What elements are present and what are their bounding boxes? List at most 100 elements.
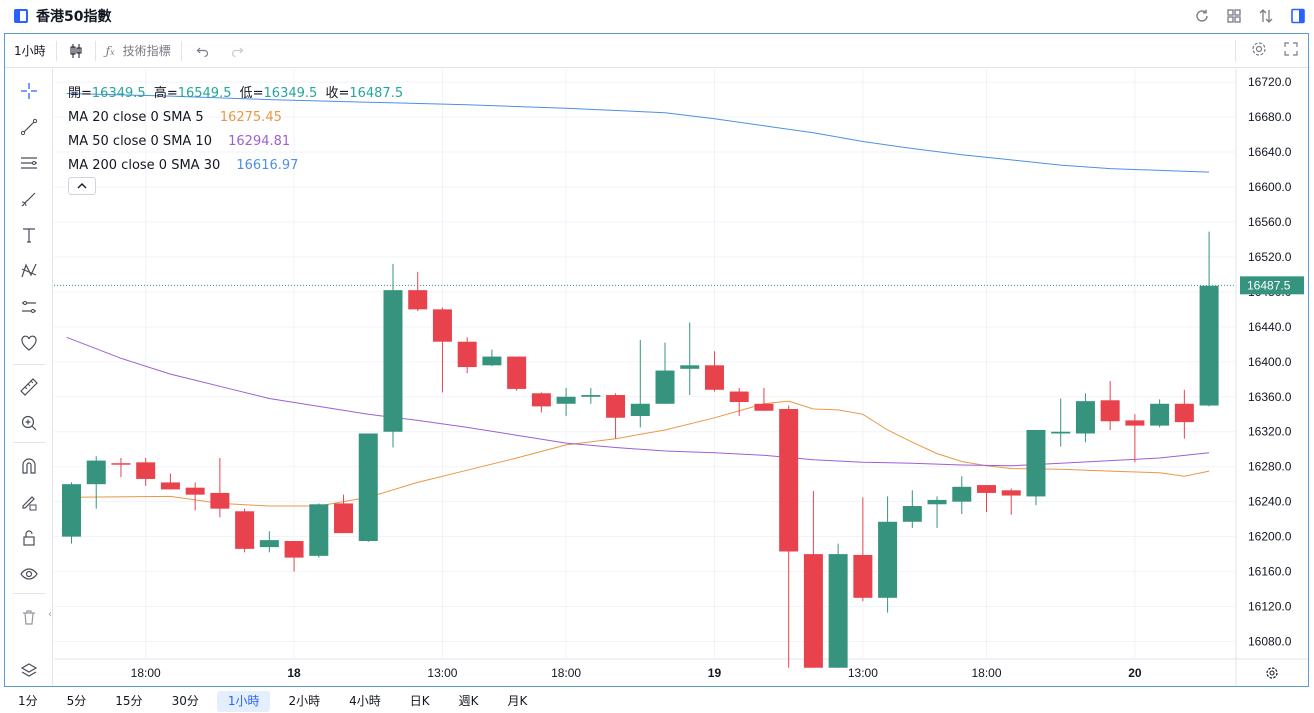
price-tick-label: 16200.0	[1248, 530, 1292, 544]
candle-body	[1100, 400, 1120, 422]
price-tick-label: 16640.0	[1248, 145, 1292, 159]
timeframe-button[interactable]: 4小時	[349, 694, 381, 708]
trash-icon[interactable]	[17, 605, 41, 629]
ruler-icon[interactable]	[17, 375, 41, 399]
toolbar-divider	[55, 40, 57, 61]
interval-selector[interactable]: 1小時	[14, 44, 46, 58]
candle-body	[383, 290, 403, 432]
chart-frame	[4, 33, 1309, 687]
ma-label: MA 20 close 0 SMA 5	[68, 110, 204, 125]
timeframe-button[interactable]: 15分	[115, 694, 143, 708]
candle-body	[86, 460, 106, 485]
timeframe-button[interactable]: 5分	[66, 694, 87, 708]
ma-row[interactable]: MA 20 close 0 SMA 5 16275.45	[68, 106, 403, 130]
zoom-in-icon[interactable]	[17, 411, 41, 435]
candlesticks	[62, 231, 1219, 668]
candle	[927, 496, 947, 528]
price-axis: 16720.0 16680.0 16640.0 16600.0 16560.0 16520…	[1248, 75, 1292, 648]
time-axis: 18:00 18 13:00 18:00 19 13:00 18:00 20	[131, 666, 1278, 680]
fullscreen-icon[interactable]	[1282, 40, 1300, 62]
timeframe-button[interactable]: 1小時	[216, 691, 271, 712]
timeframe-button[interactable]: 月K	[507, 694, 528, 708]
magnet-icon[interactable]	[17, 454, 41, 478]
redo-icon[interactable]	[220, 39, 254, 63]
layers-icon[interactable]	[17, 659, 41, 683]
pattern-tool-icon[interactable]	[17, 259, 41, 283]
axis-settings-icon[interactable]	[1266, 667, 1278, 679]
candle	[1001, 488, 1021, 515]
candle-body	[581, 395, 601, 397]
candle-body	[779, 409, 799, 552]
collapse-toolbar-icon[interactable]: ‹	[48, 609, 52, 620]
time-tick-label: 18:00	[551, 666, 581, 680]
price-tick-label: 16240.0	[1248, 495, 1292, 509]
candle-body	[334, 503, 354, 534]
candle	[680, 322, 700, 396]
candle	[828, 543, 848, 668]
time-tick-label: 18:00	[971, 666, 1001, 680]
undo-icon[interactable]	[182, 39, 220, 63]
window-titlebar: 香港50指數	[0, 0, 1314, 32]
candle	[704, 351, 724, 392]
candle	[1026, 429, 1046, 506]
timeframe-button[interactable]: 30分	[171, 694, 199, 708]
trend-line-icon[interactable]	[17, 115, 41, 139]
price-tick-label: 16440.0	[1248, 320, 1292, 334]
chart-toolbar: 1小時 ƒx 技術指標	[5, 34, 1308, 68]
ma-label: MA 200 close 0 SMA 30	[68, 158, 221, 173]
candle-body	[408, 290, 428, 310]
timeframe-button[interactable]: 2小時	[288, 694, 321, 708]
candle-body	[754, 403, 774, 411]
text-tool-icon[interactable]	[17, 223, 41, 247]
candle	[803, 491, 823, 668]
price-tick-label: 16560.0	[1248, 215, 1292, 229]
unlock-icon[interactable]	[17, 526, 41, 550]
candle	[111, 457, 131, 478]
eye-icon[interactable]	[17, 562, 41, 586]
candle-body	[828, 554, 848, 668]
crosshair-icon[interactable]	[17, 79, 41, 103]
price-tick-label: 16160.0	[1248, 565, 1292, 579]
sort-arrows-icon[interactable]	[1256, 6, 1276, 26]
candle	[334, 494, 354, 534]
lock-pencil-icon[interactable]	[17, 490, 41, 514]
price-chart[interactable]: 16720.0 16680.0 16640.0 16600.0 16560.0 16520…	[54, 69, 1308, 686]
timeframe-bar: 1分 5分 15分 30分 1小時 2小時 4小時 日K 週K 月K	[0, 690, 1314, 713]
candle	[86, 456, 106, 509]
timeframe-button[interactable]: 日K	[409, 694, 430, 708]
settings-icon[interactable]	[1250, 40, 1268, 62]
low-key: 低=	[239, 86, 264, 101]
close-value: 16487.5	[349, 86, 404, 101]
grid-layout-icon[interactable]	[1224, 6, 1244, 26]
candle-body	[853, 554, 873, 598]
chart-legend: 開=16349.5 高=16549.5 低=16349.5 收=16487.5 …	[68, 82, 403, 178]
indicators-button[interactable]: ƒx 技術指標	[96, 39, 181, 63]
candle-body	[309, 504, 329, 556]
candle	[531, 392, 551, 413]
ma-row[interactable]: MA 200 close 0 SMA 30 16616.97	[68, 154, 403, 178]
ma-label: MA 50 close 0 SMA 10	[68, 134, 212, 149]
candle-style-icon[interactable]	[57, 39, 95, 63]
refresh-icon[interactable]	[1192, 6, 1212, 26]
candle-body	[630, 403, 650, 417]
heart-icon[interactable]	[17, 331, 41, 355]
brush-icon[interactable]	[17, 187, 41, 211]
timeframe-button[interactable]: 1分	[18, 694, 38, 708]
price-tick-label: 16520.0	[1248, 250, 1292, 264]
measure-tool-icon[interactable]	[17, 295, 41, 319]
candle-body	[432, 309, 452, 342]
panel-toggle-icon[interactable]	[1288, 6, 1308, 26]
candle-body	[729, 391, 749, 403]
ma-row[interactable]: MA 50 close 0 SMA 10 16294.81	[68, 130, 403, 154]
candle	[977, 485, 997, 513]
legend-collapse-button[interactable]	[68, 177, 96, 195]
timeframe-button[interactable]: 週K	[458, 694, 479, 708]
drawing-toolbar: ‹	[5, 69, 53, 686]
candle-body	[1125, 420, 1145, 426]
horizontal-lines-icon[interactable]	[17, 151, 41, 175]
candle-body	[1150, 403, 1170, 426]
candle-body	[210, 492, 230, 509]
price-tick-label: 16680.0	[1248, 110, 1292, 124]
candle	[1075, 393, 1095, 443]
sidebar-toggle-icon[interactable]	[14, 9, 28, 23]
